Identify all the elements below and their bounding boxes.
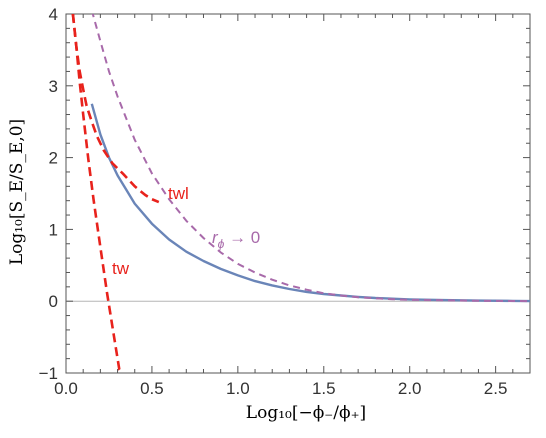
annotation-r-phi-suffix: → 0	[224, 228, 260, 247]
annotation-r-phi: rϕ → 0	[212, 228, 260, 251]
x-tick-label: 1.5	[312, 379, 336, 398]
x-tick-label: 2.0	[398, 379, 422, 398]
x-tick-label: 0.5	[140, 379, 164, 398]
annotation-r-phi-prefix: r	[212, 228, 219, 247]
y-tick-label: −1	[39, 364, 58, 383]
series-layer	[71, 14, 530, 373]
annotation-r-phi-subscript: ϕ	[218, 237, 225, 251]
y-tick-label: 1	[49, 220, 58, 239]
x-tick-label: 1.0	[226, 379, 250, 398]
annotation-layer: twl tw rϕ → 0	[112, 184, 260, 278]
series-limit-dashed	[91, 14, 530, 303]
annotation-tw: tw	[112, 259, 130, 278]
y-tick-label: 4	[49, 5, 58, 24]
series-solid	[90, 103, 530, 303]
plot-frame	[65, 13, 531, 374]
series-twl-dashed	[71, 14, 160, 204]
y-tick-label: 3	[49, 77, 58, 96]
x-axis-title: Log₁₀[−ϕ₋/ϕ₊]	[246, 403, 366, 423]
y-tick-label: 0	[49, 292, 58, 311]
series-tw-dashed	[71, 14, 124, 373]
x-tick-label: 2.5	[484, 379, 508, 398]
x-tick-label: 0.0	[54, 379, 78, 398]
y-axis-title: Log₁₀[S_E/S_E,0]	[7, 119, 27, 265]
y-tick-label: 2	[49, 149, 58, 168]
annotation-twl: twl	[168, 184, 189, 203]
